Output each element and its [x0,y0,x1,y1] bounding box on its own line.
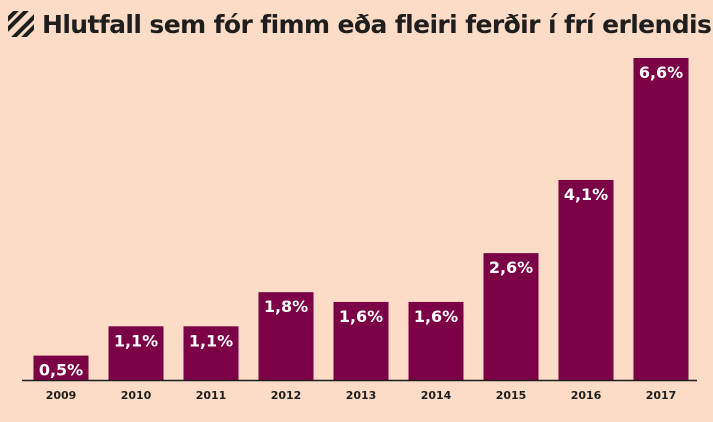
bar-2014 [408,301,464,380]
x-tick-label-2009: 2009 [46,389,77,402]
x-tick-label-2017: 2017 [646,389,677,402]
bar-2016 [558,179,614,380]
bar-2009 [33,355,89,380]
data-label-2012: 1,8% [264,297,308,316]
x-tick-label-2015: 2015 [496,389,527,402]
bar-2013 [333,301,389,380]
bar-2010 [108,326,164,380]
data-label-2011: 1,1% [189,331,233,350]
bar-2017 [633,58,689,380]
data-label-2014: 1,6% [414,307,458,326]
chart-title-row: Hlutfall sem fór fimm eða fleiri ferðir … [8,4,712,44]
x-tick-label-2016: 2016 [571,389,602,402]
data-label-2015: 2,6% [489,258,533,277]
x-tick-label-2013: 2013 [346,389,377,402]
data-label-2009: 0,5% [39,361,83,380]
x-tick-label-2014: 2014 [421,389,452,402]
bar-2011 [183,326,239,380]
bar-2015 [483,253,539,380]
chart-title: Hlutfall sem fór fimm eða fleiri ferðir … [42,9,712,39]
data-label-2013: 1,6% [339,307,383,326]
x-tick-label-2012: 2012 [271,389,302,402]
x-tick-label-2011: 2011 [196,389,227,402]
data-label-2016: 4,1% [564,185,608,204]
x-tick-label-2010: 2010 [121,389,152,402]
bar-2012 [258,292,314,380]
data-label-2017: 6,6% [639,63,683,82]
data-label-2010: 1,1% [114,331,158,350]
hatched-square-icon [8,11,34,37]
